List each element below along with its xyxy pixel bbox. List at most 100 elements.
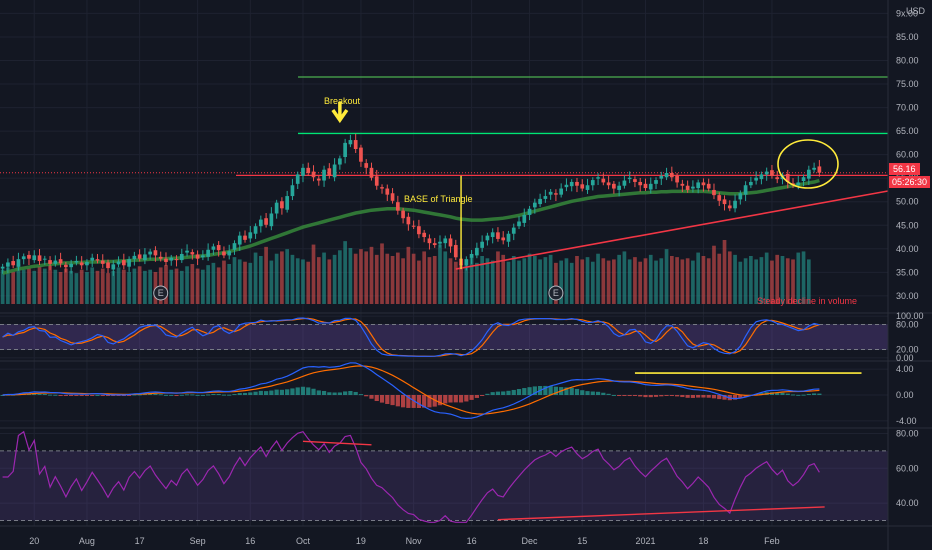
volume-bar <box>722 240 727 304</box>
candle-body <box>638 181 643 186</box>
macd-histogram-bar <box>611 394 616 396</box>
candle-body <box>749 181 753 186</box>
macd-histogram-bar <box>158 394 163 396</box>
candle-body <box>316 178 321 181</box>
candle-body <box>727 205 732 209</box>
volume-bar <box>64 268 68 304</box>
volume-bar <box>664 249 669 304</box>
volume-bar <box>590 261 595 304</box>
candle-body <box>164 258 168 262</box>
volume-bar <box>453 261 458 304</box>
macd-histogram-bar <box>179 394 184 396</box>
volume-bar <box>116 267 121 304</box>
volume-bar <box>143 270 147 304</box>
price-pane[interactable]: Breakout BASE of Triangle Steady decline… <box>0 76 889 306</box>
macd-histogram-bar <box>732 395 738 400</box>
volume-bar <box>258 256 263 304</box>
time-axis[interactable]: 20 Aug 17 Sep 16 Oct 19 Nov 16 Dec 15 2021 18 Feb <box>29 536 779 546</box>
price-tick-label: 60.00 <box>896 150 919 160</box>
countdown-label: 05:26:30 <box>892 177 927 187</box>
rsi-pane[interactable] <box>0 430 888 523</box>
macd-histogram-bar <box>511 389 516 395</box>
macd-pane[interactable] <box>0 362 862 420</box>
volume-bar <box>232 257 237 304</box>
candle-body <box>617 185 621 190</box>
price-axis[interactable]: USD 9x.00 85.00 80.00 75.00 70.00 65.00 60.00 5… <box>896 6 926 508</box>
volume-bar <box>58 272 63 304</box>
volume-bar <box>548 254 553 304</box>
volume-bar <box>111 270 116 304</box>
macd-histogram-bar <box>248 392 253 395</box>
rsi-divergence-line <box>302 440 372 446</box>
candle-body <box>48 260 52 264</box>
volume-bar <box>48 265 52 304</box>
macd-histogram-bar <box>100 395 105 396</box>
candle-body <box>343 142 347 157</box>
moving-average-line <box>2 178 820 275</box>
volume-bar <box>780 256 785 304</box>
candle-body <box>754 177 758 181</box>
candle-body <box>569 181 574 187</box>
macd-histogram-bar <box>490 392 495 395</box>
volume-bar <box>390 256 395 304</box>
volume-bar <box>654 260 658 304</box>
volume-bar <box>285 249 290 304</box>
candle-body <box>137 254 142 259</box>
volume-bar <box>701 256 706 304</box>
macd-histogram-bar <box>69 395 74 396</box>
macd-tick-label: 0.00 <box>896 390 914 400</box>
macd-histogram-bar <box>796 394 801 396</box>
x-tick-label: 17 <box>135 536 145 546</box>
rsi-line <box>2 430 820 523</box>
candle-body <box>132 255 137 260</box>
candle-body <box>143 254 147 261</box>
last-price-tag <box>889 163 920 175</box>
volume-bar <box>738 261 743 304</box>
candle-body <box>385 188 390 195</box>
volume-bar <box>448 258 453 304</box>
candle-body <box>243 235 247 240</box>
volume-bar <box>659 258 664 304</box>
rsi-tick-label: 80.00 <box>896 428 919 438</box>
volume-bar <box>148 269 153 304</box>
macd-histogram-bar <box>775 392 780 395</box>
candle-body <box>722 199 727 205</box>
rsi-divergence-line <box>497 506 825 521</box>
macd-histogram-bar <box>674 395 680 397</box>
candle-body <box>369 167 374 178</box>
macd-histogram-bar <box>174 395 179 396</box>
macd-histogram-bar <box>47 394 53 396</box>
rsi-divergence-lines <box>302 440 825 521</box>
volume-bar <box>53 269 58 304</box>
volume-bar <box>380 243 384 304</box>
volume-bar <box>501 254 506 304</box>
macd-histogram-bar <box>811 393 817 395</box>
volume-bar <box>395 252 400 304</box>
macd-histogram-bar <box>111 395 116 396</box>
volume-bar <box>464 259 469 304</box>
macd-tick-label: 4.00 <box>896 364 914 374</box>
candle-body <box>559 188 564 195</box>
macd-histogram-bar <box>464 395 469 402</box>
volume-bar <box>606 260 611 304</box>
candle-body <box>538 198 542 205</box>
breakout-arrow <box>331 102 349 124</box>
stochastic-pane[interactable] <box>0 317 888 357</box>
candle-body <box>201 255 205 258</box>
macd-histogram-bar <box>516 389 522 395</box>
candle-body <box>401 210 405 219</box>
candle-body <box>411 225 416 227</box>
volume-bar <box>675 257 679 304</box>
volume-bar <box>406 246 411 304</box>
macd-histogram-bar <box>227 394 232 396</box>
candle-body <box>701 182 706 186</box>
macd-histogram-bar <box>817 393 822 395</box>
x-tick-label: 15 <box>577 536 587 546</box>
macd-histogram-bar <box>63 395 68 396</box>
volume-bar <box>169 269 174 304</box>
macd-histogram-bar <box>311 388 316 395</box>
candle-body <box>633 179 637 182</box>
volume-bar <box>42 268 47 304</box>
candle-body <box>69 263 73 268</box>
